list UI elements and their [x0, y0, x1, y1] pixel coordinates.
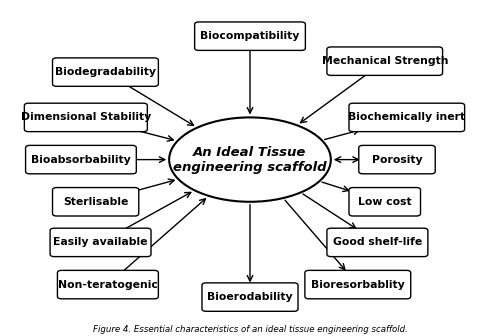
FancyBboxPatch shape	[349, 187, 420, 216]
Text: Mechanical Strength: Mechanical Strength	[322, 56, 448, 66]
FancyBboxPatch shape	[305, 270, 410, 299]
FancyBboxPatch shape	[327, 228, 428, 257]
Text: Figure 4. Essential characteristics of an ideal tissue engineering scaffold.: Figure 4. Essential characteristics of a…	[92, 325, 407, 334]
Text: Non-teratogenic: Non-teratogenic	[58, 280, 158, 290]
Text: Bioresorbablity: Bioresorbablity	[311, 280, 404, 290]
FancyBboxPatch shape	[52, 187, 139, 216]
Text: Low cost: Low cost	[358, 197, 412, 207]
Text: Bioabsorbability: Bioabsorbability	[31, 155, 131, 165]
Text: Good shelf-life: Good shelf-life	[333, 238, 422, 247]
FancyBboxPatch shape	[52, 58, 158, 86]
Text: An Ideal Tissue
engineering scaffold: An Ideal Tissue engineering scaffold	[173, 145, 327, 174]
Text: Biocompatibility: Biocompatibility	[200, 31, 300, 41]
Text: Biodegradability: Biodegradability	[55, 67, 156, 77]
FancyBboxPatch shape	[349, 103, 465, 132]
Text: Biochemically inert: Biochemically inert	[348, 113, 466, 122]
FancyBboxPatch shape	[24, 103, 148, 132]
FancyBboxPatch shape	[58, 270, 158, 299]
FancyBboxPatch shape	[202, 283, 298, 311]
Text: Easily available: Easily available	[54, 238, 148, 247]
FancyBboxPatch shape	[194, 22, 306, 50]
FancyBboxPatch shape	[26, 145, 136, 174]
Text: Porosity: Porosity	[372, 155, 422, 165]
Text: Dimensional Stability: Dimensional Stability	[20, 113, 151, 122]
Text: Bioerodability: Bioerodability	[207, 292, 293, 302]
FancyBboxPatch shape	[50, 228, 151, 257]
FancyBboxPatch shape	[327, 47, 442, 75]
Text: Sterlisable: Sterlisable	[63, 197, 128, 207]
FancyBboxPatch shape	[359, 145, 435, 174]
Ellipse shape	[169, 117, 331, 202]
